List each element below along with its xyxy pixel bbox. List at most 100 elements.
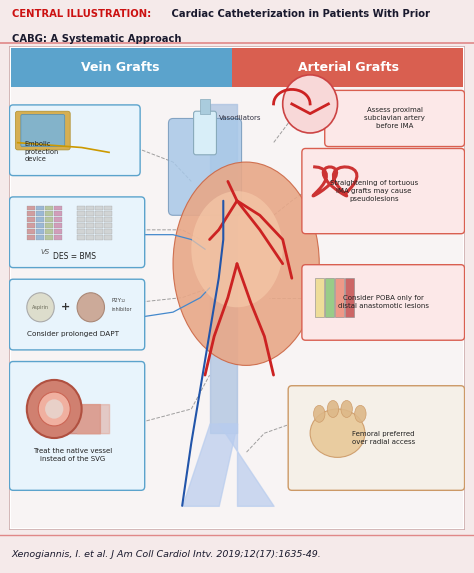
Ellipse shape (355, 405, 366, 422)
FancyBboxPatch shape (45, 206, 53, 210)
Ellipse shape (310, 409, 365, 457)
Text: Cardiac Catheterization in Patients With Prior: Cardiac Catheterization in Patients With… (168, 9, 430, 19)
FancyBboxPatch shape (232, 48, 463, 87)
Circle shape (45, 399, 64, 419)
Ellipse shape (341, 401, 352, 418)
Ellipse shape (313, 405, 325, 422)
FancyBboxPatch shape (193, 111, 217, 155)
FancyBboxPatch shape (9, 197, 145, 268)
FancyBboxPatch shape (27, 217, 35, 222)
FancyBboxPatch shape (95, 229, 103, 234)
Text: Arterial Grafts: Arterial Grafts (299, 61, 400, 74)
FancyBboxPatch shape (36, 229, 44, 234)
Ellipse shape (327, 401, 338, 418)
FancyBboxPatch shape (302, 265, 465, 340)
Text: P2Y₁₂: P2Y₁₂ (111, 297, 126, 303)
FancyBboxPatch shape (77, 223, 85, 228)
FancyBboxPatch shape (95, 235, 103, 240)
FancyBboxPatch shape (36, 223, 44, 228)
FancyBboxPatch shape (86, 206, 94, 210)
FancyBboxPatch shape (54, 211, 62, 216)
FancyBboxPatch shape (95, 211, 103, 216)
FancyBboxPatch shape (288, 386, 465, 490)
Ellipse shape (173, 162, 319, 366)
Text: Consider POBA only for
distal anastomotic lesions: Consider POBA only for distal anastomoti… (337, 296, 428, 309)
FancyBboxPatch shape (86, 217, 94, 222)
FancyBboxPatch shape (104, 206, 112, 210)
FancyBboxPatch shape (104, 229, 112, 234)
FancyBboxPatch shape (86, 211, 94, 216)
FancyBboxPatch shape (36, 217, 44, 222)
Text: CENTRAL ILLUSTRATION:: CENTRAL ILLUSTRATION: (12, 9, 151, 19)
Ellipse shape (191, 191, 283, 307)
FancyBboxPatch shape (45, 235, 53, 240)
FancyBboxPatch shape (168, 119, 242, 215)
FancyBboxPatch shape (54, 217, 62, 222)
Text: Treat the native vessel
instead of the SVG: Treat the native vessel instead of the S… (33, 448, 112, 462)
Text: +: + (61, 303, 70, 312)
FancyBboxPatch shape (325, 278, 334, 317)
Circle shape (27, 380, 82, 438)
FancyBboxPatch shape (9, 279, 145, 350)
FancyBboxPatch shape (54, 235, 62, 240)
FancyBboxPatch shape (302, 148, 465, 234)
Text: CABG: A Systematic Approach: CABG: A Systematic Approach (12, 34, 182, 45)
Circle shape (38, 392, 70, 426)
FancyBboxPatch shape (27, 235, 35, 240)
FancyBboxPatch shape (27, 206, 35, 210)
FancyBboxPatch shape (45, 223, 53, 228)
FancyBboxPatch shape (325, 91, 465, 147)
Text: VS: VS (40, 249, 50, 254)
FancyBboxPatch shape (15, 111, 70, 150)
FancyBboxPatch shape (77, 217, 85, 222)
FancyBboxPatch shape (45, 229, 53, 234)
Text: Assess proximal
subclavian artery
before IMA: Assess proximal subclavian artery before… (364, 108, 425, 129)
Text: inhibitor: inhibitor (111, 307, 132, 312)
Text: DES = BMS: DES = BMS (53, 252, 96, 261)
FancyBboxPatch shape (104, 235, 112, 240)
FancyBboxPatch shape (104, 217, 112, 222)
FancyBboxPatch shape (335, 278, 344, 317)
FancyBboxPatch shape (86, 223, 94, 228)
FancyBboxPatch shape (9, 362, 145, 490)
Text: Femoral preferred
over radial access: Femoral preferred over radial access (352, 431, 415, 445)
FancyBboxPatch shape (36, 235, 44, 240)
FancyBboxPatch shape (77, 229, 85, 234)
FancyBboxPatch shape (21, 115, 65, 147)
FancyBboxPatch shape (345, 278, 354, 317)
FancyBboxPatch shape (77, 206, 85, 210)
FancyBboxPatch shape (9, 46, 465, 530)
FancyBboxPatch shape (36, 206, 44, 210)
Circle shape (283, 75, 337, 133)
FancyBboxPatch shape (104, 211, 112, 216)
FancyBboxPatch shape (77, 211, 85, 216)
FancyBboxPatch shape (27, 211, 35, 216)
FancyBboxPatch shape (9, 105, 140, 175)
Text: Aspirin: Aspirin (32, 305, 49, 310)
Text: Vein Grafts: Vein Grafts (81, 61, 160, 74)
FancyBboxPatch shape (104, 223, 112, 228)
FancyBboxPatch shape (315, 278, 324, 317)
FancyBboxPatch shape (45, 211, 53, 216)
FancyBboxPatch shape (95, 206, 103, 210)
FancyBboxPatch shape (54, 206, 62, 210)
FancyBboxPatch shape (11, 48, 232, 87)
FancyBboxPatch shape (77, 235, 85, 240)
Circle shape (77, 293, 104, 322)
FancyBboxPatch shape (95, 217, 103, 222)
FancyBboxPatch shape (95, 223, 103, 228)
FancyBboxPatch shape (27, 223, 35, 228)
FancyBboxPatch shape (11, 87, 463, 528)
Text: Embolic
protection
device: Embolic protection device (25, 141, 59, 162)
FancyBboxPatch shape (54, 229, 62, 234)
FancyBboxPatch shape (45, 217, 53, 222)
FancyBboxPatch shape (86, 235, 94, 240)
Text: Xenogiannis, I. et al. J Am Coll Cardiol Intv. 2019;12(17):1635-49.: Xenogiannis, I. et al. J Am Coll Cardiol… (12, 550, 321, 559)
Circle shape (27, 293, 54, 322)
FancyBboxPatch shape (201, 99, 210, 113)
Text: Straightening of tortuous
IMA grafts may cause
pseudolesions: Straightening of tortuous IMA grafts may… (330, 180, 418, 202)
FancyBboxPatch shape (36, 211, 44, 216)
Text: Consider prolonged DAPT: Consider prolonged DAPT (27, 331, 118, 337)
FancyBboxPatch shape (54, 223, 62, 228)
FancyBboxPatch shape (86, 229, 94, 234)
